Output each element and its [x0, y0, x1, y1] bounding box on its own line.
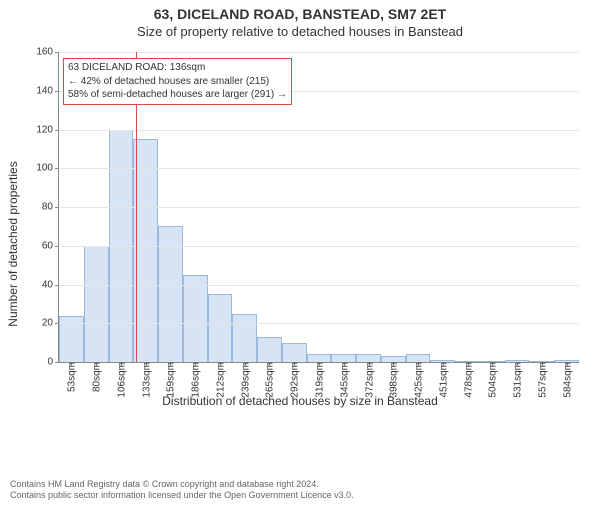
footer-line-2: Contains public sector information licen…	[10, 490, 354, 502]
x-tick-label: 133sqm	[139, 362, 152, 398]
annotation-line: 63 DICELAND ROAD: 136sqm	[68, 61, 287, 75]
histogram-bar	[232, 314, 257, 362]
y-tick-label: 160	[36, 47, 59, 58]
y-tick-label: 120	[36, 124, 59, 135]
x-tick-label: 372sqm	[362, 362, 375, 398]
y-tick-label: 80	[42, 202, 59, 213]
y-tick-label: 60	[42, 240, 59, 251]
histogram-bar	[331, 354, 356, 362]
y-tick-label: 40	[42, 279, 59, 290]
y-tick-label: 0	[47, 357, 59, 368]
x-tick-label: 319sqm	[313, 362, 326, 398]
x-axis-label: Distribution of detached houses by size …	[0, 394, 600, 408]
histogram-bar	[282, 343, 307, 362]
histogram-bar	[356, 354, 381, 362]
page-subtitle: Size of property relative to detached ho…	[0, 24, 600, 39]
histogram-bar	[183, 275, 208, 362]
x-tick-label: 425sqm	[412, 362, 425, 398]
x-tick-label: 106sqm	[114, 362, 127, 398]
y-axis-label: Number of detached properties	[6, 161, 20, 326]
x-tick-label: 159sqm	[164, 362, 177, 398]
x-tick-label: 239sqm	[238, 362, 251, 398]
x-tick-label: 345sqm	[337, 362, 350, 398]
x-tick-label: 531sqm	[511, 362, 524, 398]
histogram-bar	[84, 246, 109, 362]
footer-line-1: Contains HM Land Registry data © Crown c…	[10, 479, 354, 491]
x-tick-label: 212sqm	[213, 362, 226, 398]
x-tick-label: 557sqm	[535, 362, 548, 398]
x-tick-label: 398sqm	[387, 362, 400, 398]
histogram-bar	[406, 354, 431, 362]
y-tick-label: 20	[42, 318, 59, 329]
x-tick-label: 265sqm	[263, 362, 276, 398]
footer-attribution: Contains HM Land Registry data © Crown c…	[10, 479, 354, 502]
y-tick-label: 140	[36, 85, 59, 96]
annotation-line: ← 42% of detached houses are smaller (21…	[68, 75, 287, 89]
histogram-bar	[257, 337, 282, 362]
x-tick-label: 451sqm	[436, 362, 449, 398]
x-tick-label: 478sqm	[461, 362, 474, 398]
histogram-bar	[307, 354, 332, 362]
x-tick-label: 186sqm	[189, 362, 202, 398]
x-tick-label: 80sqm	[90, 362, 103, 392]
x-tick-label: 292sqm	[288, 362, 301, 398]
annotation-box: 63 DICELAND ROAD: 136sqm← 42% of detache…	[63, 58, 292, 105]
y-tick-label: 100	[36, 163, 59, 174]
histogram-bar	[208, 294, 233, 362]
x-tick-label: 504sqm	[486, 362, 499, 398]
x-tick-label: 53sqm	[65, 362, 78, 392]
plot-area: 02040608010012014016053sqm80sqm106sqm133…	[58, 52, 579, 363]
chart-container: Number of detached properties 0204060801…	[0, 44, 600, 444]
annotation-line: 58% of semi-detached houses are larger (…	[68, 88, 287, 102]
x-tick-label: 584sqm	[560, 362, 573, 398]
page-title: 63, DICELAND ROAD, BANSTEAD, SM7 2ET	[0, 6, 600, 22]
